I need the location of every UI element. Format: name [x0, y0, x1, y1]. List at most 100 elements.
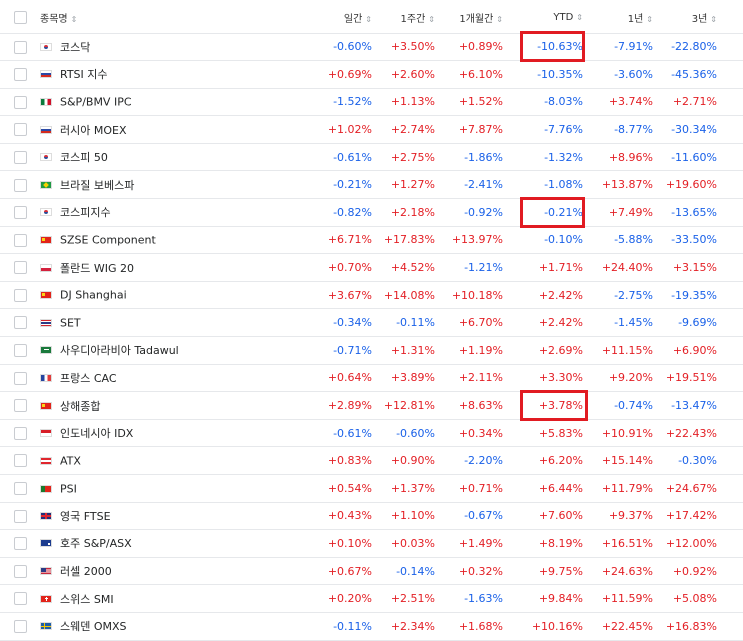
index-name[interactable]: 러시아 MOEX — [60, 123, 127, 137]
row-checkbox[interactable] — [14, 344, 27, 358]
index-name[interactable]: 코스피지수 — [60, 206, 111, 220]
table-row[interactable]: 스웨덴 OMXS -0.11% +2.34% +1.68% +10.16% +22.45%… — [0, 612, 743, 641]
table-row[interactable]: 상해종합 +2.89% +12.81% +8.63% +3.78% -0.74% -13.4… — [0, 391, 743, 420]
index-name-cell[interactable]: RTSI 지수 — [40, 60, 262, 89]
index-name-cell[interactable]: 코스피지수 — [40, 198, 262, 227]
index-name[interactable]: 인도네시아 IDX — [60, 427, 134, 441]
row-checkbox[interactable] — [14, 399, 27, 413]
index-name-cell[interactable]: S&P/BMV IPC — [40, 88, 262, 117]
index-name[interactable]: 상해종합 — [60, 399, 101, 413]
index-name[interactable]: RTSI 지수 — [60, 68, 108, 82]
index-name-cell[interactable]: 브라질 보베스파 — [40, 170, 262, 200]
row-checkbox[interactable] — [14, 150, 27, 164]
row-checkbox[interactable] — [14, 482, 27, 496]
index-name[interactable]: DJ Shanghai — [60, 288, 127, 302]
table-row[interactable]: SZSE Component +6.71% +17.83% +13.97% -0.10%… — [0, 226, 743, 255]
row-checkbox-cell[interactable] — [0, 502, 40, 531]
table-row[interactable]: RTSI 지수 +0.69% +2.60% +6.10% -10.35% -3.60% -4… — [0, 60, 743, 89]
table-row[interactable]: 호주 S&P/ASX +0.10% +0.03% +1.49% +8.19% +16.51… — [0, 529, 743, 558]
index-name-cell[interactable]: 상해종합 — [40, 391, 262, 420]
table-row[interactable]: 코스닥 -0.60% +3.50% +0.89% -10.63% -7.91% -22.80… — [0, 33, 743, 62]
row-checkbox-cell[interactable] — [0, 584, 40, 613]
row-checkbox[interactable] — [14, 68, 27, 82]
index-name-cell[interactable]: SZSE Component — [40, 226, 262, 255]
row-checkbox[interactable] — [14, 178, 27, 192]
row-checkbox[interactable] — [14, 40, 27, 54]
row-checkbox[interactable] — [14, 537, 27, 551]
table-row[interactable]: 폴란드 WIG 20 +0.70% +4.52% -1.21% +1.71% +24.40… — [0, 253, 743, 282]
index-name[interactable]: 프랑스 CAC — [60, 371, 117, 385]
table-row[interactable]: 스위스 SMI +0.20% +2.51% -1.63% +9.84% +11.59% +5… — [0, 584, 743, 613]
row-checkbox-cell[interactable] — [0, 253, 40, 282]
header-monthly[interactable]: 1개월간 ⇕ — [435, 3, 503, 34]
index-name-cell[interactable]: DJ Shanghai — [40, 281, 262, 310]
row-checkbox[interactable] — [14, 123, 27, 137]
row-checkbox[interactable] — [14, 316, 27, 330]
table-row[interactable]: 영국 FTSE +0.43% +1.10% -0.67% +7.60% +9.37% +17… — [0, 502, 743, 531]
row-checkbox-cell[interactable] — [0, 557, 40, 586]
index-name[interactable]: 영국 FTSE — [60, 509, 111, 523]
table-row[interactable]: DJ Shanghai +3.67% +14.08% +10.18% +2.42% -2.… — [0, 281, 743, 310]
row-checkbox-cell[interactable] — [0, 281, 40, 310]
table-row[interactable]: 러셀 2000 +0.67% -0.14% +0.32% +9.75% +24.63% +0… — [0, 557, 743, 586]
header-3year[interactable]: 3년 ⇕ — [653, 3, 743, 34]
index-name-cell[interactable]: 러셀 2000 — [40, 557, 262, 586]
table-row[interactable]: 프랑스 CAC +0.64% +3.89% +2.11% +3.30% +9.20% +19… — [0, 364, 743, 393]
index-name-cell[interactable]: 코스닥 — [40, 33, 262, 62]
index-name-cell[interactable]: ATX — [40, 446, 262, 475]
row-checkbox[interactable] — [14, 288, 27, 302]
index-name[interactable]: 코스피 50 — [60, 151, 108, 165]
row-checkbox-cell[interactable] — [0, 198, 40, 227]
index-name-cell[interactable]: 호주 S&P/ASX — [40, 529, 262, 558]
row-checkbox-cell[interactable] — [0, 336, 40, 365]
table-row[interactable]: 인도네시아 IDX -0.61% -0.60% +0.34% +5.83% +10.91%… — [0, 419, 743, 448]
index-name[interactable]: SET — [60, 316, 81, 330]
index-name-cell[interactable]: 러시아 MOEX — [40, 115, 262, 144]
row-checkbox[interactable] — [14, 233, 27, 247]
row-checkbox[interactable] — [14, 426, 27, 440]
index-name[interactable]: SZSE Component — [60, 233, 156, 247]
row-checkbox[interactable] — [14, 620, 27, 634]
header-weekly[interactable]: 1주간 ⇕ — [372, 3, 435, 34]
row-checkbox-cell[interactable] — [0, 529, 40, 558]
index-name-cell[interactable]: 영국 FTSE — [40, 502, 262, 531]
header-ytd[interactable]: YTD ⇕ — [503, 3, 583, 34]
row-checkbox-cell[interactable] — [0, 419, 40, 448]
index-name[interactable]: 스위스 SMI — [60, 592, 114, 606]
row-checkbox-cell[interactable] — [0, 474, 40, 503]
table-row[interactable]: 러시아 MOEX +1.02% +2.74% +7.87% -7.76% -8.77% -3… — [0, 115, 743, 144]
row-checkbox[interactable] — [14, 206, 27, 220]
row-checkbox[interactable] — [14, 95, 27, 109]
index-name-cell[interactable]: 인도네시아 IDX — [40, 419, 262, 448]
index-name[interactable]: 스웨덴 OMXS — [60, 620, 127, 634]
row-checkbox-cell[interactable] — [0, 33, 40, 62]
row-checkbox[interactable] — [14, 509, 27, 523]
header-daily[interactable]: 일간 ⇕ — [262, 3, 372, 34]
row-checkbox-cell[interactable] — [0, 446, 40, 475]
row-checkbox-cell[interactable] — [0, 170, 40, 200]
index-name[interactable]: 코스닥 — [60, 40, 91, 54]
row-checkbox[interactable] — [14, 454, 27, 468]
index-name-cell[interactable]: 프랑스 CAC — [40, 364, 262, 393]
index-name[interactable]: PSI — [60, 482, 77, 496]
table-row[interactable]: 브라질 보베스파 -0.21% +1.27% -2.41% -1.08% +13.87% +… — [0, 170, 743, 200]
row-checkbox-cell[interactable] — [0, 60, 40, 89]
index-name[interactable]: ATX — [60, 454, 81, 468]
index-name-cell[interactable]: 스위스 SMI — [40, 584, 262, 613]
row-checkbox[interactable] — [14, 564, 27, 578]
index-name-cell[interactable]: 사우디아라비아 Tadawul — [40, 336, 262, 365]
row-checkbox-cell[interactable] — [0, 308, 40, 338]
table-row[interactable]: ATX +0.83% +0.90% -2.20% +6.20% +15.14% -0.30% — [0, 446, 743, 475]
index-name-cell[interactable]: SET — [40, 308, 262, 338]
select-all-checkbox[interactable] — [14, 11, 27, 25]
index-name[interactable]: 러셀 2000 — [60, 565, 112, 579]
row-checkbox-cell[interactable] — [0, 364, 40, 393]
table-row[interactable]: 코스피지수 -0.82% +2.18% -0.92% -0.21% +7.49% -13.6… — [0, 198, 743, 227]
table-row[interactable]: 코스피 50 -0.61% +2.75% -1.86% -1.32% +8.96% -11.… — [0, 143, 743, 172]
index-name[interactable]: S&P/BMV IPC — [60, 95, 132, 109]
row-checkbox-cell[interactable] — [0, 88, 40, 117]
row-checkbox-cell[interactable] — [0, 391, 40, 420]
table-row[interactable]: PSI +0.54% +1.37% +0.71% +6.44% +11.79% +24.67… — [0, 474, 743, 503]
index-name[interactable]: 사우디아라비아 Tadawul — [60, 344, 179, 358]
row-checkbox-cell[interactable] — [0, 612, 40, 641]
